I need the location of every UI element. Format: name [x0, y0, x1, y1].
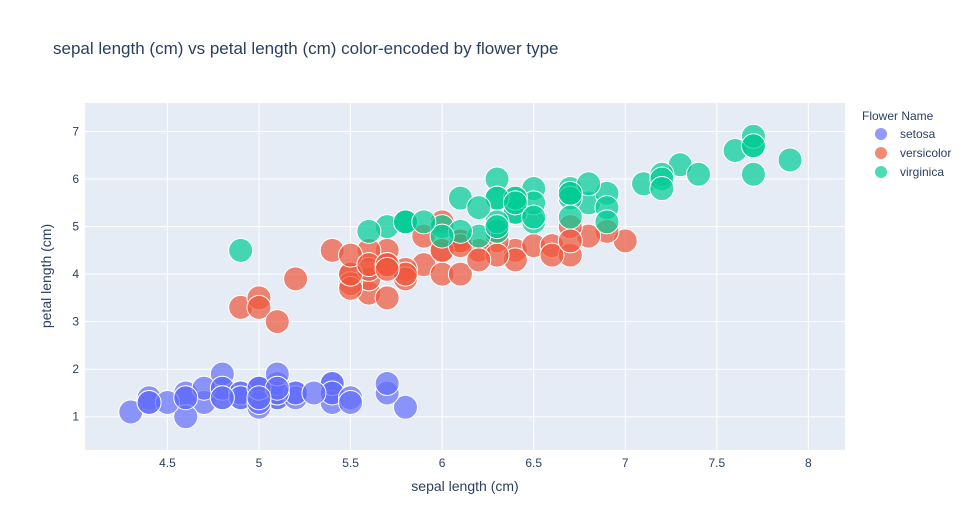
point-virginica[interactable] [502, 190, 528, 216]
point-versicolor[interactable] [466, 247, 492, 273]
y-tick-label: 2 [72, 362, 79, 376]
x-tick-label: 4.5 [159, 456, 176, 470]
x-tick-label: 7.5 [708, 456, 725, 470]
legend[interactable]: Flower Name setosa versicolor virginica [862, 109, 951, 179]
point-virginica[interactable] [557, 180, 583, 206]
point-virginica[interactable] [557, 204, 583, 230]
x-axis-title: sepal length (cm) [411, 478, 518, 494]
point-virginica[interactable] [594, 209, 620, 235]
x-tick-label: 8 [805, 456, 812, 470]
y-axis-title: petal length (cm) [38, 224, 54, 328]
legend-item-versicolor[interactable]: versicolor [875, 146, 951, 160]
point-setosa[interactable] [374, 370, 400, 396]
x-tick-label: 6.5 [525, 456, 542, 470]
data-points[interactable] [118, 123, 803, 430]
point-setosa[interactable] [136, 389, 162, 415]
point-virginica[interactable] [466, 195, 492, 221]
legend-label-virginica: virginica [900, 165, 944, 179]
legend-label-versicolor: versicolor [900, 146, 951, 160]
y-tick-label: 1 [72, 410, 79, 424]
point-versicolor[interactable] [557, 228, 583, 254]
legend-marker-setosa [875, 128, 887, 140]
point-virginica[interactable] [411, 209, 437, 235]
point-setosa[interactable] [338, 389, 364, 415]
series-virginica[interactable] [228, 123, 803, 263]
y-tick-label: 5 [72, 220, 79, 234]
series-setosa[interactable] [118, 361, 418, 430]
point-versicolor[interactable] [246, 294, 272, 320]
point-virginica[interactable] [649, 176, 675, 202]
legend-item-setosa[interactable]: setosa [875, 127, 936, 141]
point-virginica[interactable] [685, 161, 711, 187]
point-setosa[interactable] [301, 380, 327, 406]
x-tick-label: 7 [622, 456, 629, 470]
x-tick-label: 5.5 [342, 456, 359, 470]
legend-marker-versicolor [875, 147, 887, 159]
point-virginica[interactable] [356, 218, 382, 244]
series-versicolor[interactable] [228, 209, 638, 335]
point-setosa[interactable] [392, 394, 418, 420]
legend-item-virginica[interactable]: virginica [875, 165, 944, 179]
point-virginica[interactable] [740, 161, 766, 187]
point-versicolor[interactable] [374, 256, 400, 282]
point-virginica[interactable] [429, 223, 455, 249]
y-tick-label: 7 [72, 125, 79, 139]
point-virginica[interactable] [228, 237, 254, 263]
x-tick-labels: 4.5 5 5.5 6 6.5 7 7.5 8 [159, 456, 812, 470]
point-setosa[interactable] [246, 385, 272, 411]
point-virginica[interactable] [777, 147, 803, 173]
chart-title: sepal length (cm) vs petal length (cm) c… [53, 39, 559, 58]
point-virginica[interactable] [740, 133, 766, 159]
point-versicolor[interactable] [447, 261, 473, 287]
point-versicolor[interactable] [283, 266, 309, 292]
point-versicolor[interactable] [264, 309, 290, 335]
point-versicolor[interactable] [374, 285, 400, 311]
x-tick-label: 6 [439, 456, 446, 470]
legend-label-setosa: setosa [900, 127, 936, 141]
y-tick-labels: 1 2 3 4 5 6 7 [72, 125, 79, 424]
point-virginica[interactable] [484, 214, 510, 240]
y-tick-label: 6 [72, 172, 79, 186]
point-setosa[interactable] [173, 385, 199, 411]
legend-title: Flower Name [862, 109, 934, 123]
point-setosa[interactable] [209, 385, 235, 411]
x-tick-label: 5 [256, 456, 263, 470]
grid-lines [85, 103, 845, 450]
y-tick-label: 3 [72, 315, 79, 329]
legend-marker-virginica [875, 166, 887, 178]
point-virginica[interactable] [521, 204, 547, 230]
point-versicolor[interactable] [539, 242, 565, 268]
y-tick-label: 4 [72, 267, 79, 281]
